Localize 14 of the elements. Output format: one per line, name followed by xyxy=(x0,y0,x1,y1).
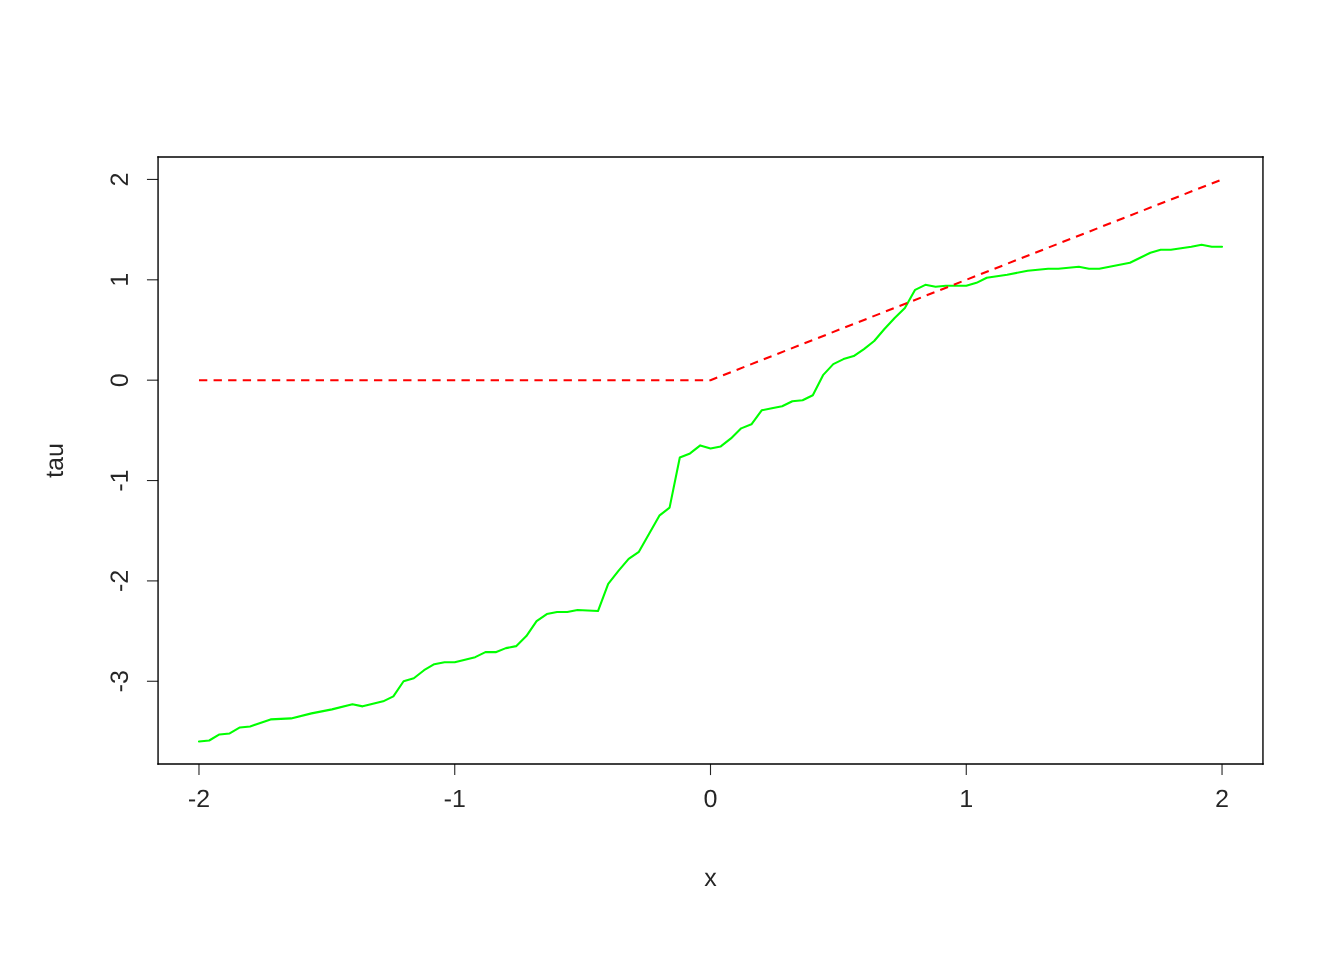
y-tick-label: -2 xyxy=(110,571,128,591)
y-tick-label: 0 xyxy=(110,374,129,387)
y-tick-label: -1 xyxy=(110,470,128,491)
x-tick-label: 2 xyxy=(1216,789,1228,808)
y-axis-title: tau xyxy=(46,444,64,478)
x-tick-label: 0 xyxy=(704,789,717,808)
y-tick-label: -3 xyxy=(110,671,129,692)
line-series xyxy=(197,243,1224,743)
x-tick-label: -1 xyxy=(444,789,465,808)
y-tick-label: 2 xyxy=(110,173,128,186)
x-axis-title: x xyxy=(704,872,717,886)
y-tick-label: 1 xyxy=(110,274,128,285)
x-tick-label: 1 xyxy=(961,789,972,808)
x-tick-label: -2 xyxy=(188,789,209,808)
